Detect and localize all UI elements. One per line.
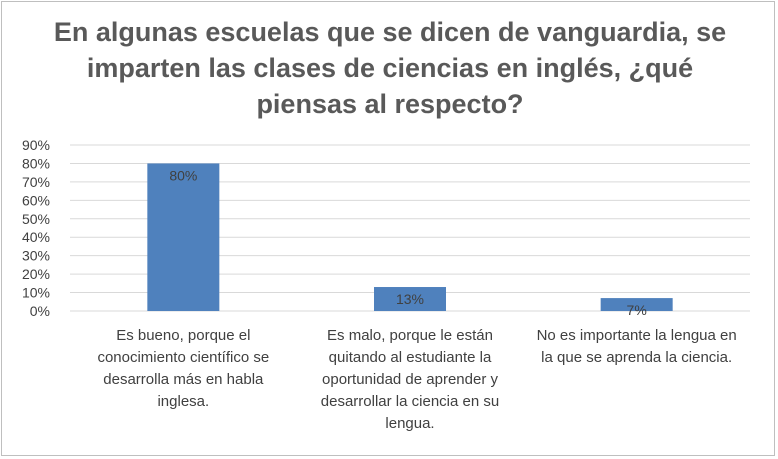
y-tick-label: 20% bbox=[22, 266, 50, 282]
y-tick-label: 80% bbox=[22, 155, 50, 171]
data-label: 13% bbox=[396, 291, 424, 307]
y-tick-label: 90% bbox=[22, 137, 50, 153]
chart-title: En algunas escuelas que se dicen de vang… bbox=[53, 17, 727, 119]
data-label: 80% bbox=[169, 167, 197, 183]
y-tick-label: 40% bbox=[22, 229, 50, 245]
y-tick-label: 50% bbox=[22, 211, 50, 227]
y-axis-ticks: 0% 10% 20% 30% 40% 50% 60% 70% 80% 90% bbox=[22, 137, 50, 319]
bar bbox=[147, 163, 220, 311]
y-tick-label: 30% bbox=[22, 248, 50, 264]
data-labels: 80% 13% 7% bbox=[169, 167, 646, 318]
y-tick-label: 60% bbox=[22, 192, 50, 208]
bar bbox=[374, 287, 446, 311]
x-category-label: Es malo, porque le están quitando al est… bbox=[320, 327, 500, 432]
y-tick-label: 0% bbox=[30, 303, 50, 319]
bar bbox=[600, 298, 673, 311]
y-tick-label: 10% bbox=[22, 285, 50, 301]
x-category-label: No es importante la lengua en la que se … bbox=[536, 327, 737, 366]
x-category-label: Es bueno, porque el conocimiento científ… bbox=[97, 327, 270, 410]
y-tick-label: 70% bbox=[22, 174, 50, 190]
bars bbox=[147, 163, 673, 311]
data-label: 7% bbox=[627, 302, 647, 318]
